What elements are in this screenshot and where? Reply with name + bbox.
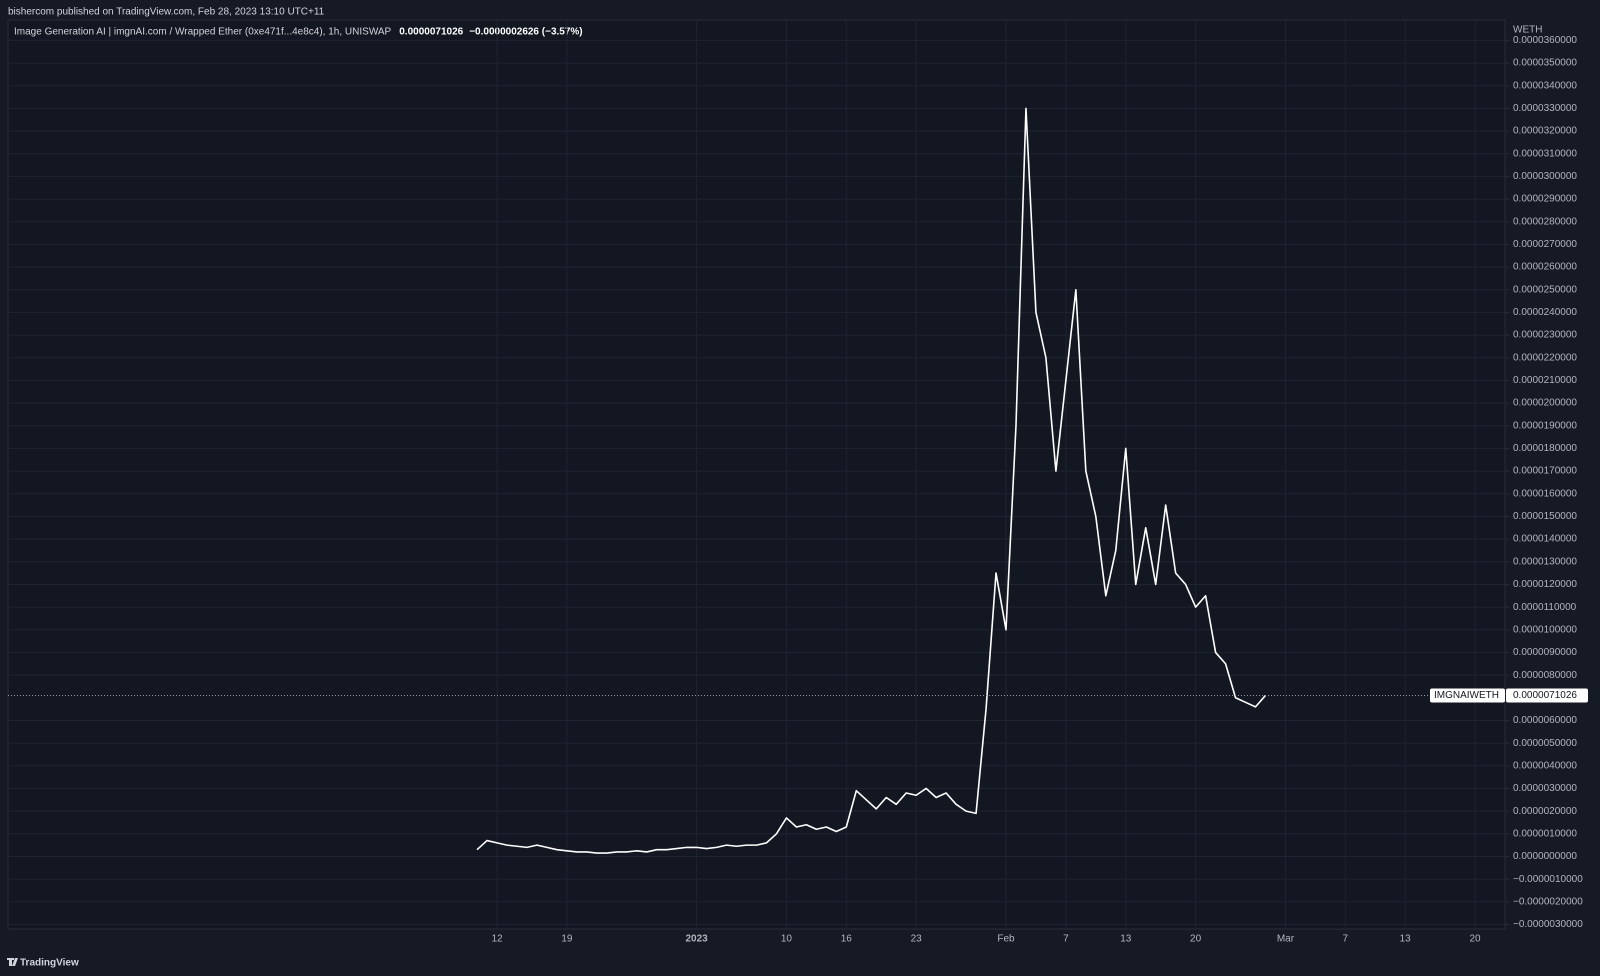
y-tick-label: 0.0000040000 [1513,760,1577,771]
x-tick-label: Feb [997,934,1015,945]
x-tick-label: 7 [1063,934,1069,945]
brand-logo [7,958,18,966]
last-price: 0.0000071026 [399,27,463,38]
y-tick-label: 0.0000180000 [1513,443,1577,454]
x-tick-label: 23 [911,934,923,945]
y-tick-label: 0.0000200000 [1513,398,1577,409]
x-tick-label: 20 [1190,934,1202,945]
y-tick-label: 0.0000240000 [1513,307,1577,318]
x-tick-label: 13 [1120,934,1132,945]
y-tick-label: 0.0000190000 [1513,420,1577,431]
grid [8,20,1505,929]
symbol-label: IMGNAIWETH [1434,690,1499,701]
plot-area [7,19,1506,930]
price-line [476,107,1267,854]
y-tick-label: 0.0000270000 [1513,239,1577,250]
y-tick-label: 0.0000090000 [1513,647,1577,658]
y-tick-label: 0.0000120000 [1513,579,1577,590]
y-tick-label: −0.0000020000 [1513,896,1583,907]
y-tick-label: 0.0000110000 [1513,602,1577,613]
x-tick-label: 20 [1469,934,1481,945]
y-tick-label: 0.0000300000 [1513,171,1577,182]
x-tick-label: 16 [841,934,853,945]
y-tick-label: 0.0000230000 [1513,330,1577,341]
y-tick-label: 0.0000170000 [1513,466,1577,477]
symbol-box [1430,688,1505,703]
y-tick-label: 0.0000340000 [1513,80,1577,91]
y-tick-label: 0.0000350000 [1513,58,1577,69]
y-tick-label: 0.0000140000 [1513,534,1577,545]
x-tick-label: 7 [1343,934,1349,945]
y-tick-label: 0.0000020000 [1513,806,1577,817]
y-tick-label: 0.0000220000 [1513,352,1577,363]
x-tick-label: 12 [491,934,503,945]
y-tick-label: 0.0000330000 [1513,103,1577,114]
x-tick-label: 13 [1400,934,1412,945]
last-price-box [1506,688,1588,703]
y-tick-label: 0.0000280000 [1513,216,1577,227]
x-tick-label: Mar [1277,934,1295,945]
x-tick-label: 19 [561,934,573,945]
publisher-note: bishercom published on TradingView.com, … [8,7,325,18]
y-tick-label: 0.0000050000 [1513,738,1577,749]
y-tick-label: 0.0000150000 [1513,511,1577,522]
y-tick-label: 0.0000210000 [1513,375,1577,386]
y-tick-label: 0.0000250000 [1513,284,1577,295]
x-tick-label: 2023 [685,934,708,945]
y-tick-label: 0.0000030000 [1513,783,1577,794]
price-change: −0.0000002626 (−3.57%) [469,27,582,38]
y-tick-label: 0.0000290000 [1513,194,1577,205]
last-price-axis-label: 0.0000071026 [1513,690,1577,701]
y-tick-label: 0.0000010000 [1513,828,1577,839]
y-tick-label: 0.0000060000 [1513,715,1577,726]
price-axis-unit: WETH [1513,25,1542,36]
brand[interactable]: TradingView [20,958,79,969]
instrument-title: Image Generation AI | imgnAI.com / Wrapp… [14,27,392,38]
y-tick-label: 0.0000100000 [1513,624,1577,635]
y-tick-label: 0.0000360000 [1513,35,1577,46]
y-tick-label: 0.0000000000 [1513,851,1577,862]
x-tick-label: 10 [781,934,793,945]
y-tick-label: −0.0000030000 [1513,919,1583,930]
y-tick-label: 0.0000320000 [1513,126,1577,137]
y-tick-label: 0.0000080000 [1513,670,1577,681]
y-tick-label: 0.0000160000 [1513,488,1577,499]
y-tick-label: 0.0000260000 [1513,262,1577,273]
y-tick-label: 0.0000130000 [1513,556,1577,567]
y-tick-label: 0.0000310000 [1513,148,1577,159]
y-tick-label: −0.0000010000 [1513,874,1583,885]
